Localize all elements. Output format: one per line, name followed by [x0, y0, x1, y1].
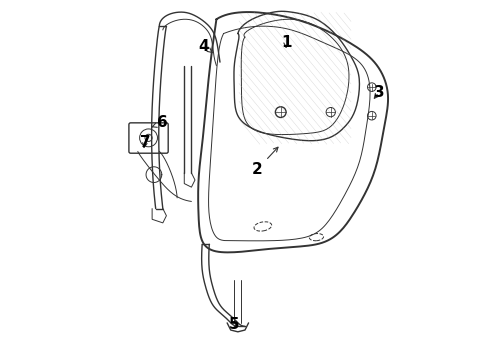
Text: 3: 3 — [374, 85, 384, 100]
Text: 4: 4 — [198, 39, 212, 54]
Text: 1: 1 — [281, 35, 292, 50]
Text: 5: 5 — [229, 317, 240, 332]
Text: 7: 7 — [140, 135, 150, 150]
Text: 6: 6 — [152, 115, 168, 130]
Text: 2: 2 — [252, 147, 278, 177]
